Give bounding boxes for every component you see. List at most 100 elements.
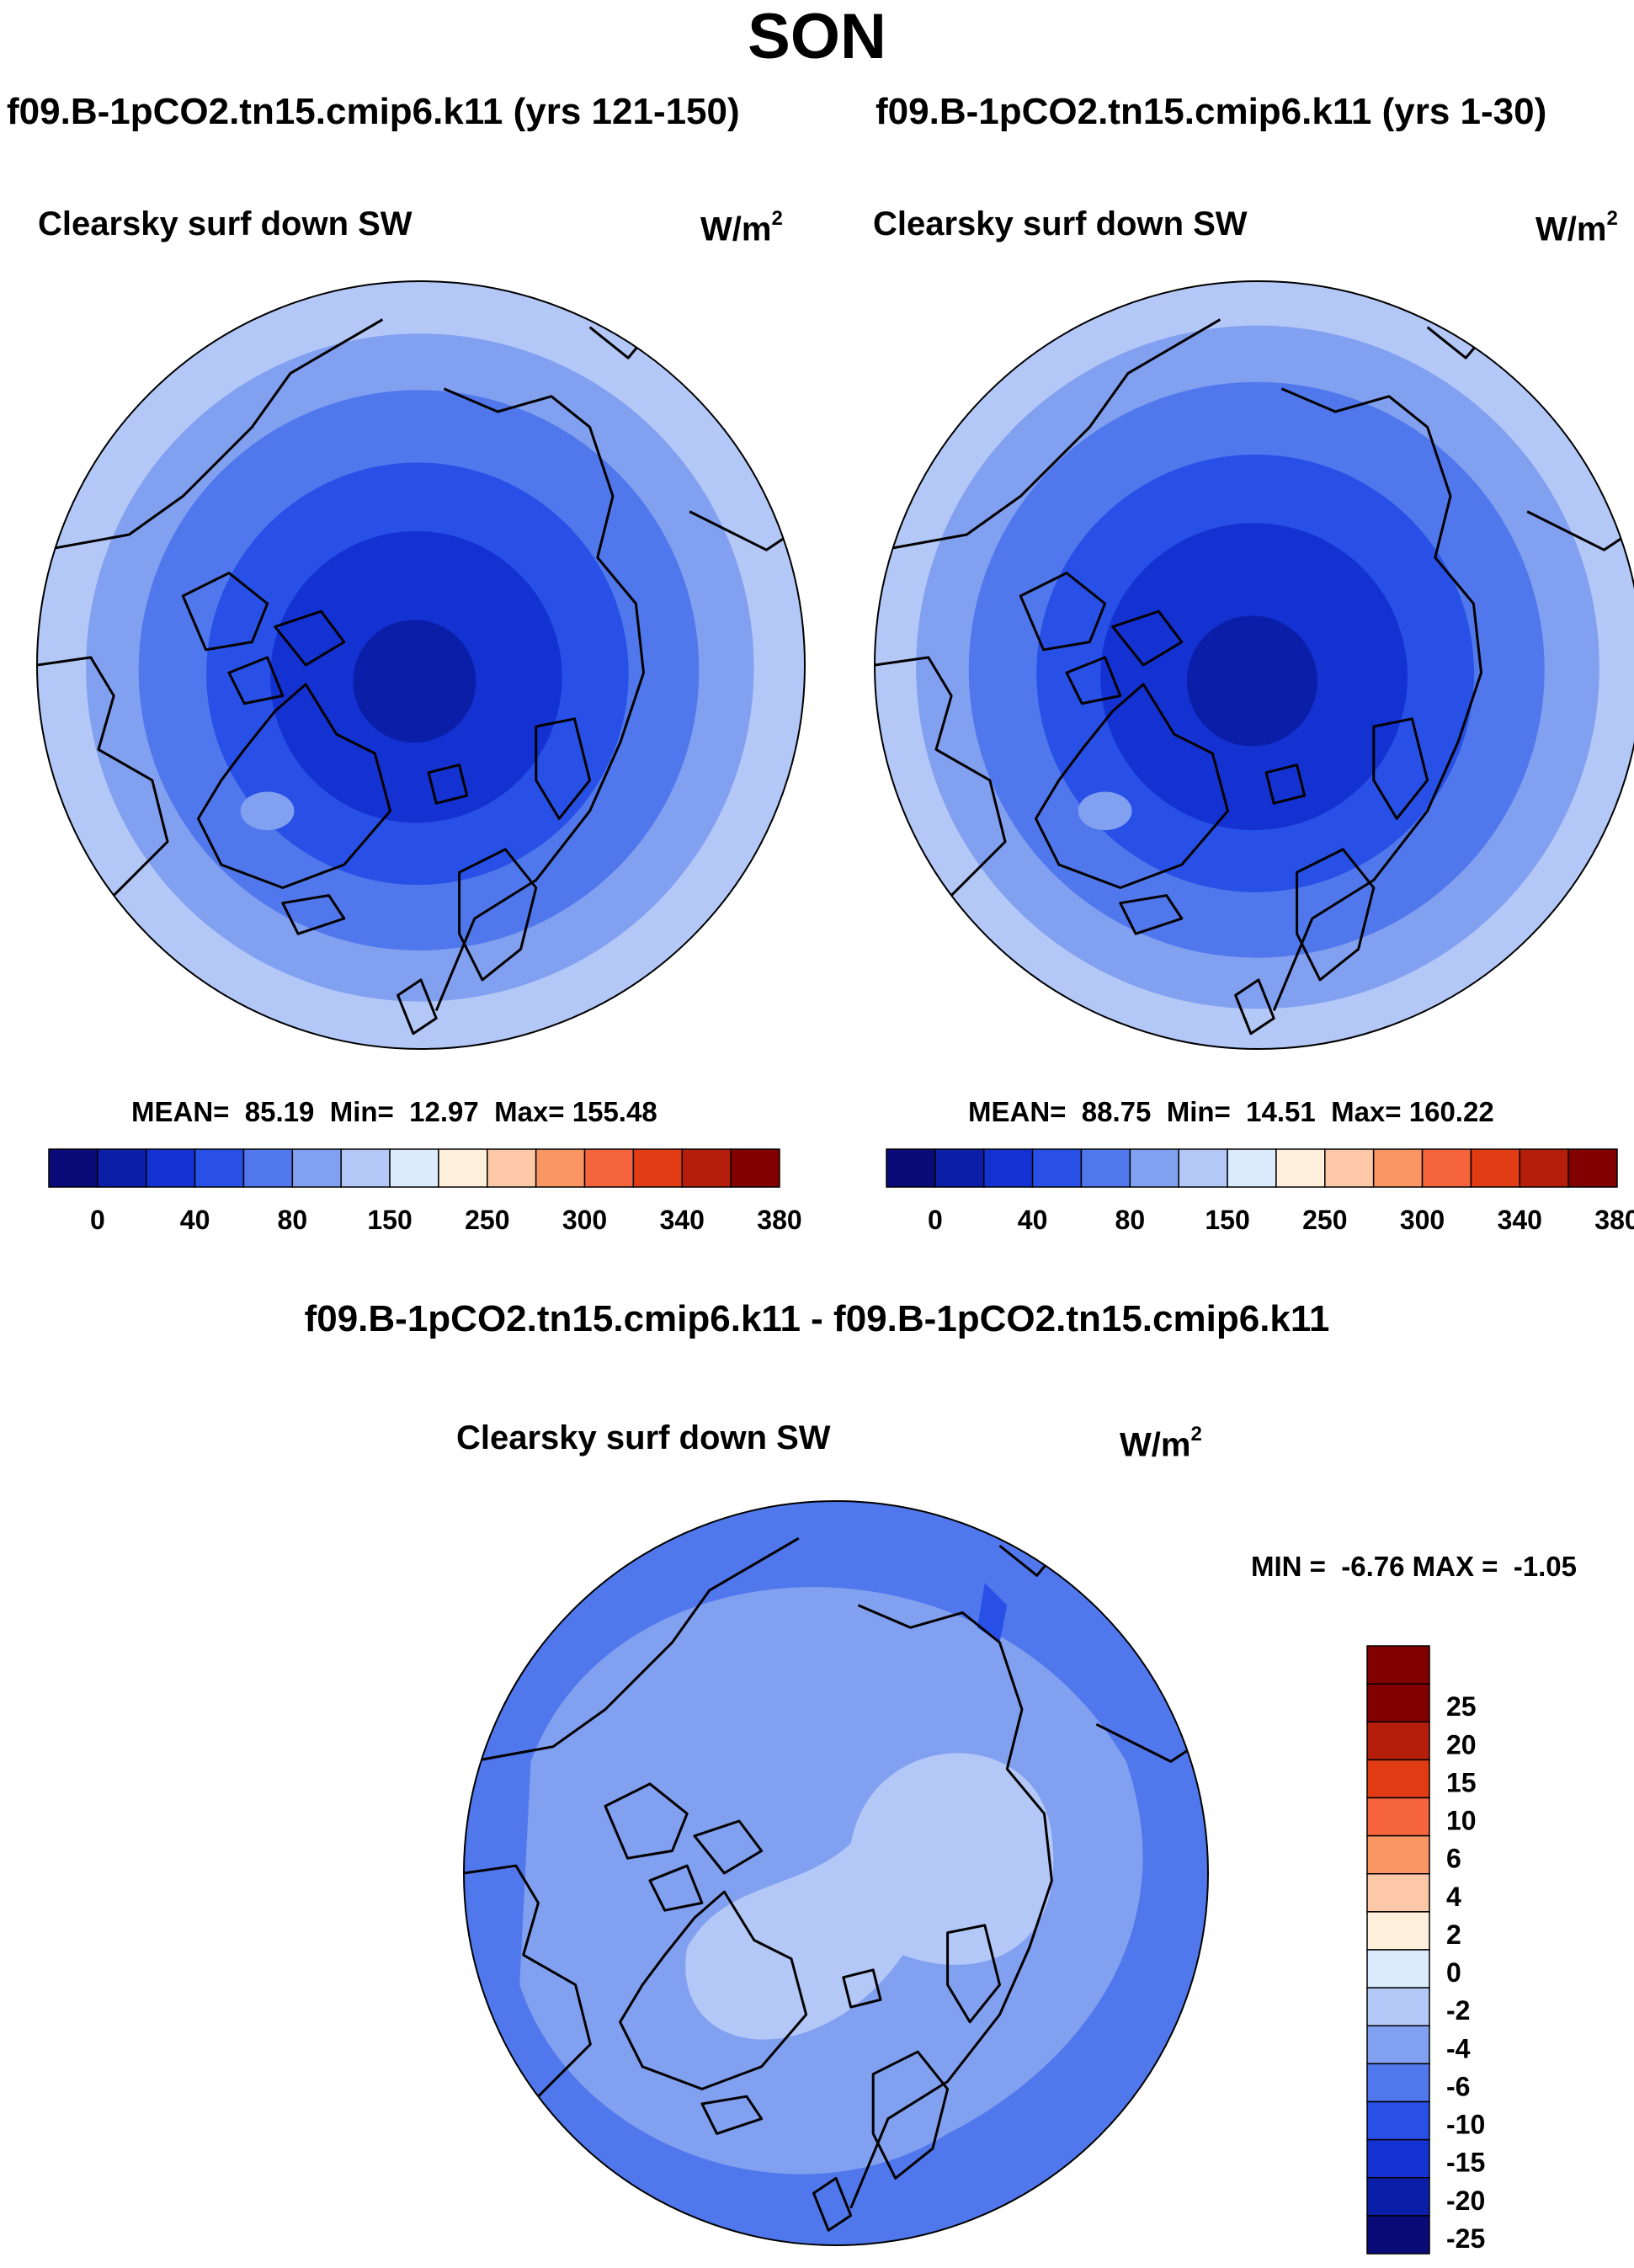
colorbar-box-2: [145, 1148, 196, 1188]
colorbar-box-0: [48, 1148, 98, 1188]
coastline-11: [1119, 894, 1184, 935]
coastline-4: [875, 656, 1007, 897]
colorbar-label: 4: [1446, 1882, 1461, 1912]
colorbar-box-7: [1366, 1911, 1430, 1951]
contour-band-40: [353, 620, 476, 743]
band-minus10-to-minus6: [977, 1583, 1008, 1642]
contour-band-40: [1186, 615, 1317, 747]
colorbar-box-9: [1366, 1987, 1430, 2026]
colorbar-label: 40: [180, 1205, 210, 1235]
colorbar-box-14: [1366, 2177, 1430, 2217]
colorbar-box-13: [1519, 1148, 1569, 1188]
coastline-3: [1065, 656, 1122, 705]
colorbar-label: 0: [1446, 1957, 1461, 1988]
colorbar-box-10: [1372, 1148, 1424, 1188]
greenland-patch: [1078, 791, 1132, 831]
colorbar-box-1: [1366, 1683, 1430, 1722]
coastline-11: [281, 894, 346, 935]
colorbar-label: 380: [1594, 1205, 1634, 1235]
coastline-8: [689, 510, 790, 551]
colorbar-box-10: [1366, 2025, 1430, 2065]
coastline-4: [464, 1864, 592, 2098]
coastline-3: [227, 656, 285, 705]
colorbar-label: -20: [1446, 2185, 1485, 2216]
colorbar-label: -2: [1446, 1995, 1470, 2026]
panel-2-stats: MEAN= 88.75 Min= 14.51 Max= 160.22: [968, 1096, 1494, 1127]
colorbar-label: -15: [1446, 2148, 1485, 2178]
colorbar-label: -10: [1446, 2110, 1485, 2140]
coastline-6: [1272, 387, 1482, 1011]
coastline-10: [842, 1968, 882, 2009]
panel-2-units: W/m2: [1536, 207, 1618, 248]
colorbar-box-6: [1178, 1148, 1228, 1188]
coastline-0: [197, 683, 391, 889]
colorbar-label: -6: [1446, 2071, 1470, 2101]
colorbar-box-2: [1366, 1721, 1430, 1761]
colorbar-box-15: [1366, 2215, 1430, 2255]
band-minus2-to-0: [685, 1753, 1054, 2040]
coastline-12: [458, 848, 538, 982]
colorbar-label: 0: [928, 1205, 943, 1235]
colorbar-panel-1: 0 40 80 150 250 300 340 380: [48, 1148, 802, 1235]
coastline-0: [1035, 683, 1229, 889]
colorbar-box-1: [97, 1148, 147, 1188]
coastline-13: [812, 2176, 853, 2232]
coastline-1: [181, 572, 269, 652]
panel-1-units: W/m2: [700, 207, 783, 248]
coastline-13: [1234, 978, 1275, 1036]
coastline-11: [700, 2095, 764, 2135]
colorbar-box-12: [632, 1148, 684, 1188]
coastline-0: [619, 1890, 808, 2090]
coastline-3: [648, 1864, 704, 1912]
figure-title: SON: [748, 1, 886, 72]
colorbar-box-6: [340, 1148, 391, 1188]
colorbar-box-12: [1366, 2100, 1430, 2141]
diff-panel-variable: Clearsky surf down SW: [456, 1419, 831, 1456]
panel-1-stats: MEAN= 85.19 Min= 12.97 Max= 155.48: [131, 1096, 657, 1127]
panel-2-variable: Clearsky surf down SW: [873, 205, 1248, 242]
colorbar-label: 80: [1115, 1205, 1146, 1235]
colorbar-box-8: [438, 1148, 488, 1188]
colorbar-label: 150: [1205, 1205, 1249, 1235]
colorbar-box-10: [535, 1148, 586, 1188]
colorbar-box-11: [1421, 1148, 1472, 1188]
coastline-5: [44, 318, 384, 551]
coastline-5: [881, 318, 1222, 551]
colorbar-box-9: [1324, 1148, 1375, 1188]
colorbar-box-11: [1366, 2063, 1430, 2103]
colorbar-box-12: [1470, 1148, 1521, 1188]
colorbar-label: 80: [278, 1205, 308, 1235]
colorbar-box-7: [1227, 1148, 1277, 1188]
diff-panel-title: f09.B-1pCO2.tn15.cmip6.k11 - f09.B-1pCO2…: [304, 1298, 1330, 1339]
colorbar-panel-2: 0 40 80 150 250 300 340 380: [886, 1148, 1634, 1235]
coastline-8: [1095, 1722, 1195, 1763]
colorbar-box-4: [1080, 1148, 1131, 1188]
coastlines: [464, 1530, 1195, 2232]
map-panel-2: [874, 280, 1634, 1050]
map-border: [463, 1500, 1209, 2246]
colorbar-box-14: [1567, 1148, 1618, 1188]
coastlines: [875, 311, 1628, 1036]
colorbar-label: 20: [1446, 1729, 1477, 1760]
colorbar-box-6: [1366, 1873, 1430, 1913]
colorbar-label: 6: [1446, 1844, 1461, 1874]
coastline-2: [1111, 610, 1184, 667]
coastline-2: [693, 1819, 764, 1875]
coastline-2: [274, 610, 346, 667]
colorbar-label: 0: [90, 1205, 105, 1235]
map-border: [874, 280, 1634, 1050]
coastline-5: [471, 1536, 800, 1763]
diff-panel-stats: MIN = -6.76 MAX = -1.05: [1251, 1551, 1578, 1582]
panel-1-title: f09.B-1pCO2.tn15.cmip6.k11 (yrs 121-150): [7, 91, 740, 132]
coastline-1: [1019, 572, 1107, 652]
map-border: [36, 280, 806, 1050]
coastline-9: [1372, 717, 1429, 820]
coastline-9: [535, 717, 592, 820]
map-panel-1: [36, 280, 806, 1050]
colorbar-box-4: [242, 1148, 294, 1188]
colorbar-label: 2: [1446, 1919, 1461, 1950]
coastline-6: [849, 1604, 1053, 2209]
coastline-10: [427, 764, 469, 805]
